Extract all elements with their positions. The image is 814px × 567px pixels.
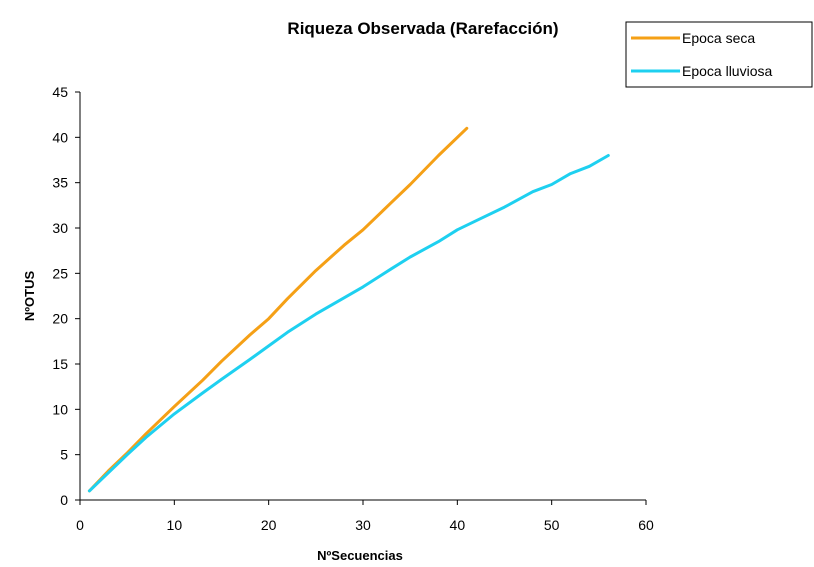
x-axis-title: NºSecuencias bbox=[317, 548, 403, 563]
y-tick-label: 40 bbox=[52, 129, 68, 145]
y-tick-label: 15 bbox=[52, 356, 68, 372]
y-tick-label: 45 bbox=[52, 84, 68, 100]
legend-label-epoca-seca: Epoca seca bbox=[682, 30, 755, 46]
series-line-epoca-seca bbox=[87, 126, 469, 493]
x-tick-label: 10 bbox=[167, 517, 183, 533]
y-tick-label: 25 bbox=[52, 265, 68, 281]
x-tick-label: 60 bbox=[638, 517, 654, 533]
legend: Epoca seca Epoca lluviosa bbox=[625, 21, 813, 88]
y-tick-label: 5 bbox=[60, 447, 68, 463]
x-tick-label: 30 bbox=[355, 517, 371, 533]
x-tick-label: 50 bbox=[544, 517, 560, 533]
chart-title: Riqueza Observada (Rarefacción) bbox=[287, 19, 558, 38]
x-tick-label: 40 bbox=[450, 517, 466, 533]
plot-area: 0 5 10 15 20 25 30 35 40 45 0 10 20 30 40 50 60 bbox=[52, 84, 654, 533]
legend-label-epoca-lluviosa: Epoca lluviosa bbox=[682, 63, 772, 79]
series-line-epoca-lluviosa bbox=[87, 154, 610, 493]
y-tick-label: 35 bbox=[52, 175, 68, 191]
x-tick-label: 20 bbox=[261, 517, 277, 533]
legend-box bbox=[625, 21, 813, 88]
y-tick-label: 0 bbox=[60, 492, 68, 508]
y-axis-title: NºOTUS bbox=[22, 271, 37, 322]
y-tick-label: 10 bbox=[52, 401, 68, 417]
y-tick-label: 30 bbox=[52, 220, 68, 236]
x-tick-label: 0 bbox=[76, 517, 84, 533]
y-tick-label: 20 bbox=[52, 311, 68, 327]
